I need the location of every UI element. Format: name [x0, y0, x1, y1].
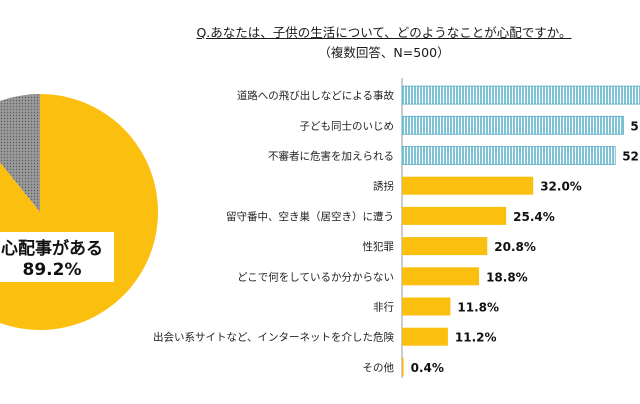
data-label: 5 [630, 119, 638, 133]
data-label: 0.4% [411, 361, 444, 375]
data-label: 32.0% [540, 180, 582, 194]
category-label: 誘拐 [373, 180, 394, 193]
bar [402, 297, 451, 316]
category-label: 留守番中、空き巣（居空き）に遭う [226, 210, 394, 223]
pie-slice-other [0, 94, 40, 212]
question-title: Q.あなたは、子供の生活について、どのようなことが心配ですか。 [196, 25, 572, 40]
data-label: 20.8% [494, 240, 536, 254]
category-label: 子ども同士のいじめ [300, 119, 395, 132]
data-label: 11.2% [455, 331, 497, 345]
pie-label-box [0, 232, 114, 282]
question-note: （複数回答、N=500） [318, 45, 450, 60]
bar [401, 146, 616, 165]
pie-label: 心配事がある [1, 238, 103, 259]
category-label: 非行 [373, 301, 394, 314]
data-label: 25.4% [513, 210, 555, 224]
bar [401, 115, 624, 135]
pie-value: 89.2% [23, 260, 82, 280]
bar [402, 267, 480, 286]
category-label: 道路への飛び出しなどによる事故 [237, 89, 395, 102]
data-label: 52 [622, 150, 639, 164]
bar [402, 176, 534, 195]
bar [402, 327, 448, 346]
data-label: 18.8% [486, 270, 528, 284]
data-label: 11.8% [457, 301, 499, 315]
category-label: 不審者に危害を加えられる [268, 150, 394, 163]
category-label: その他 [363, 361, 395, 374]
bar [401, 85, 640, 105]
category-label: 性犯罪 [363, 240, 395, 253]
bar [402, 357, 404, 376]
category-label: 出会い系サイトなど、インターネットを介した危険 [153, 331, 394, 344]
category-label: どこで何をしているか分からない [237, 270, 394, 283]
bar [402, 237, 488, 256]
bar [402, 206, 507, 225]
